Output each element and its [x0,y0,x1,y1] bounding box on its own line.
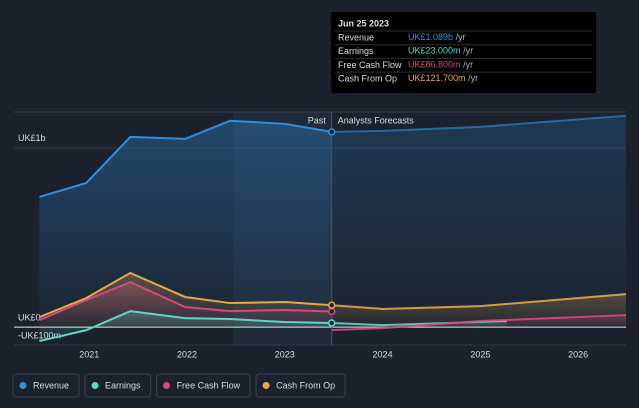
tooltip-label: Cash From Op [338,73,397,83]
past-line [39,310,332,343]
legend-label: Revenue [33,380,69,390]
legend-button[interactable] [156,373,251,398]
tooltip-value: UK£86.800m /yr [408,60,473,70]
legend-dot [19,382,27,389]
y-tick-label: UK£0 [18,312,41,322]
tooltip-unit: /yr [463,46,473,56]
legend-item[interactable]: Revenue [12,373,80,398]
x-tick-label: 2025 [470,349,490,359]
legend-button[interactable] [255,373,346,398]
legend-item[interactable]: Cash From Op [255,373,346,398]
legend-dot [163,382,171,389]
end-dot [327,128,336,136]
end-dot [327,301,336,309]
tooltip-unit: /yr [463,60,473,70]
x-tick-label: 2026 [568,349,588,359]
tooltip-value-number: UK£1.089b [408,32,453,42]
x-tick-label: 2024 [373,349,393,359]
y-tick-label: UK£1b [18,133,46,143]
tooltip-value: UK£121.700m /yr [408,73,478,83]
tooltip-box [331,12,596,93]
legend-label: Free Cash Flow [177,380,241,390]
past-area [39,272,332,328]
x-tick-label: 2022 [177,349,197,359]
past-line [39,271,332,318]
legend-button[interactable] [84,373,152,398]
x-tick-label: 2021 [79,349,99,359]
legend-label: Earnings [105,380,141,390]
tooltip-date: Jun 25 2023 [338,18,389,28]
forecast-area [331,115,626,328]
tooltip-value-number: UK£23.000m [408,46,461,56]
tooltip: Jun 25 2023 Revenue UK£1.089b /yr Earnings U… [331,12,596,93]
forecast-label: Analysts Forecasts [338,115,415,125]
x-tick-label: 2023 [275,349,295,359]
legend-dot [91,382,99,389]
end-dot [327,307,336,316]
tooltip-label: Revenue [338,32,374,42]
legend-button[interactable] [12,373,80,398]
tooltip-value: UK£1.089b /yr [408,32,466,42]
tooltip-unit: /yr [456,32,466,42]
tooltip-value-number: UK£86.800m [408,60,461,70]
tooltip-unit: /yr [468,73,478,83]
forecast-line [331,314,627,332]
past-label: Past [308,115,327,125]
end-dot [327,319,336,327]
forecast-line [331,114,627,133]
past-line [39,119,332,198]
tooltip-value-number: UK£121.700m [408,73,466,83]
legend-label: Cash From Op [276,380,335,390]
tooltip-label: Free Cash Flow [338,60,402,70]
past-line [39,281,332,322]
legend-dot [262,382,270,389]
legend-item[interactable]: Free Cash Flow [156,373,251,398]
tooltip-value: UK£23.000m /yr [408,46,473,56]
tooltip-label: Earnings [338,46,374,56]
past-area [39,120,332,328]
legend-item[interactable]: Earnings [84,373,152,398]
forecast-line [331,293,627,310]
